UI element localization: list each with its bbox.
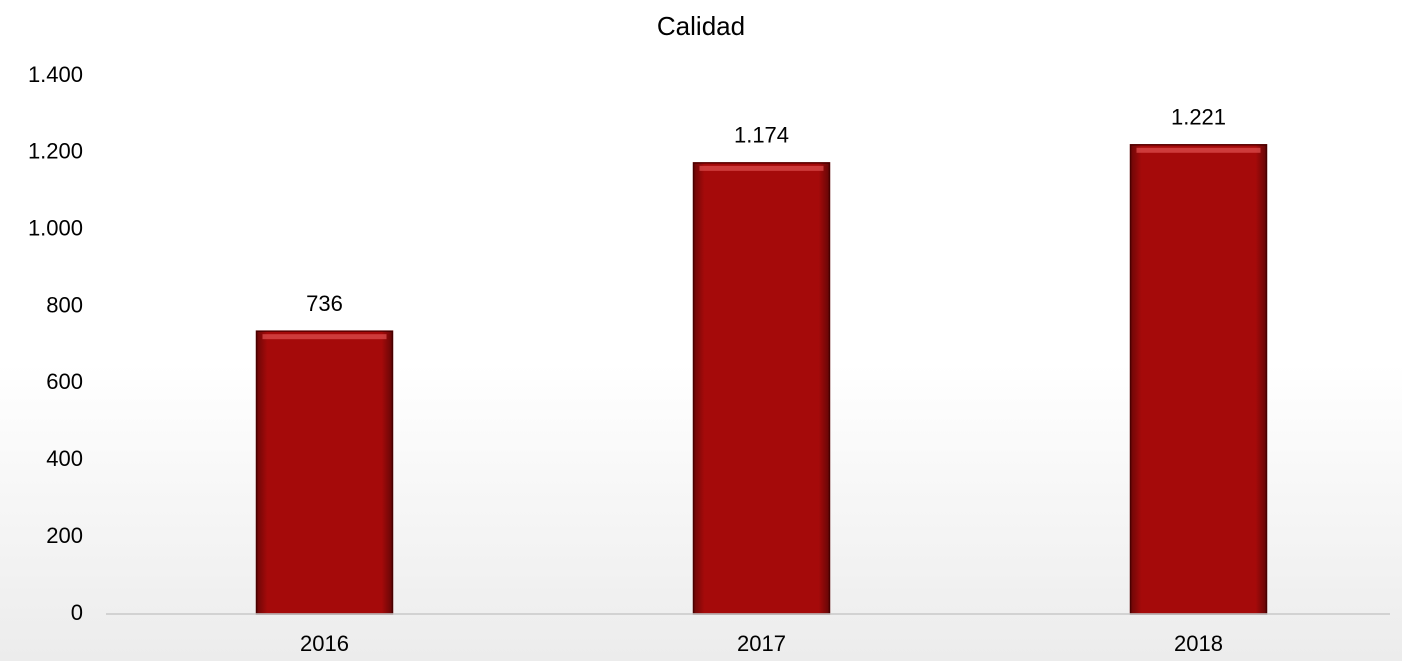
y-tick-label: 400 bbox=[46, 446, 83, 471]
y-tick-label: 0 bbox=[71, 600, 83, 625]
chart-title: Calidad bbox=[657, 11, 745, 41]
bar-highlight bbox=[262, 334, 387, 340]
y-tick-label: 1.200 bbox=[28, 139, 83, 164]
value-label: 1.221 bbox=[1171, 105, 1226, 130]
bar-highlight bbox=[699, 165, 824, 171]
y-tick-label: 800 bbox=[46, 292, 83, 317]
y-tick-label: 1.400 bbox=[28, 62, 83, 87]
bar bbox=[1129, 144, 1268, 615]
x-tick-label: 2017 bbox=[737, 631, 786, 656]
y-tick-label: 600 bbox=[46, 369, 83, 394]
bar bbox=[692, 162, 831, 615]
y-tick-label: 1.000 bbox=[28, 216, 83, 241]
bar bbox=[255, 330, 394, 615]
value-label: 736 bbox=[306, 291, 343, 316]
value-label: 1.174 bbox=[734, 123, 789, 148]
bar-highlight bbox=[1136, 147, 1261, 153]
x-tick-label: 2018 bbox=[1174, 631, 1223, 656]
y-tick-label: 200 bbox=[46, 523, 83, 548]
x-tick-label: 2016 bbox=[300, 631, 349, 656]
